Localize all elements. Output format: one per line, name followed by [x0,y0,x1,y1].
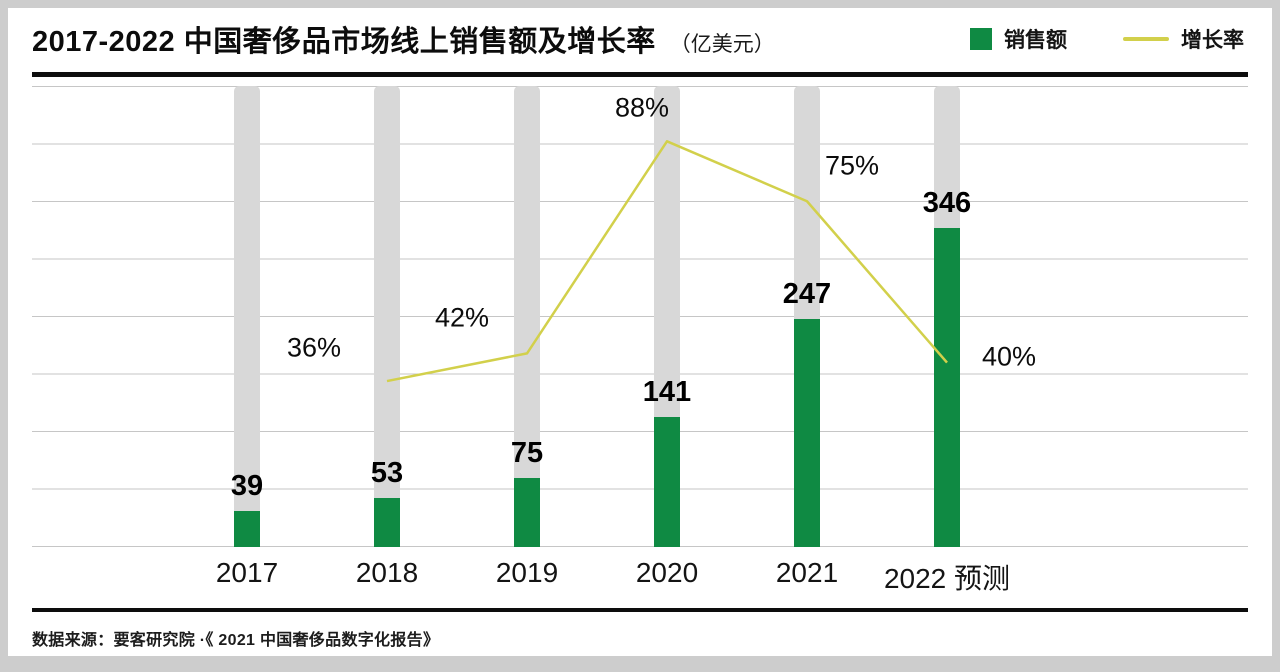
growth-rate-label: 75% [824,150,880,181]
growth-rate-label: 88% [614,92,670,123]
bar-column: 39 [230,86,264,547]
bar-value-label: 346 [922,187,972,219]
bar-value-label: 75 [510,437,544,469]
bar-column: 247 [783,86,831,547]
chart-plot-area: 39 53 75 141 247 346 36% 42% 88% 75% 40% [32,86,1248,547]
legend-growth-label: 增长率 [1181,29,1244,52]
chart-unit: （亿美元） [669,33,775,56]
sales-bar [234,511,260,547]
bar-value-label: 53 [370,457,404,489]
growth-rate-label: 40% [981,341,1037,372]
x-axis: 2017 2018 2019 2020 2021 2022 预测 [32,553,1248,599]
legend-item-growth: 增长率 [1123,24,1244,54]
bar-column: 53 [370,86,404,547]
sales-square-icon [970,28,992,50]
top-divider [32,72,1248,77]
x-axis-label: 2017 [215,557,279,588]
bar-value-label: 39 [230,470,264,502]
background-pillar [234,86,260,547]
title-row: 2017-2022 中国奢侈品市场线上销售额及增长率 （亿美元） [32,18,775,60]
x-axis-label: 2018 [355,557,419,588]
bar-column: 346 [923,86,971,547]
growth-line-icon [1123,37,1169,41]
sales-bar [514,478,540,547]
background-pillar [374,86,400,547]
chart-card: 2017-2022 中国奢侈品市场线上销售额及增长率 （亿美元） 销售额 增长率… [8,8,1272,656]
bar-value-label: 141 [642,376,692,408]
sales-bar [654,417,680,547]
growth-rate-label: 36% [286,332,342,363]
bar-value-label: 247 [782,278,832,310]
sales-bar [934,228,960,547]
bar-column: 141 [643,86,691,547]
legend-item-sales: 销售额 [970,24,1067,54]
background-pillar [514,86,540,547]
growth-rate-line [386,140,948,383]
x-axis-label: 2022 预测 [883,563,1011,594]
x-axis-label: 2019 [495,557,559,588]
x-axis-label: 2020 [635,557,699,588]
legend: 销售额 增长率 [970,24,1244,54]
chart-header: 2017-2022 中国奢侈品市场线上销售额及增长率 （亿美元） 销售额 增长率 [32,18,1244,60]
bottom-divider [32,608,1248,612]
bar-column: 75 [510,86,544,547]
x-axis-label: 2021 [775,557,839,588]
source-note: 数据来源：要客研究院 ·《 2021 中国奢侈品数字化报告》 [32,632,440,649]
sales-bar [374,498,400,547]
legend-sales-label: 销售额 [1004,29,1067,52]
sales-bar [794,319,820,547]
growth-rate-label: 42% [434,302,490,333]
chart-title: 2017-2022 中国奢侈品市场线上销售额及增长率 [32,26,656,58]
